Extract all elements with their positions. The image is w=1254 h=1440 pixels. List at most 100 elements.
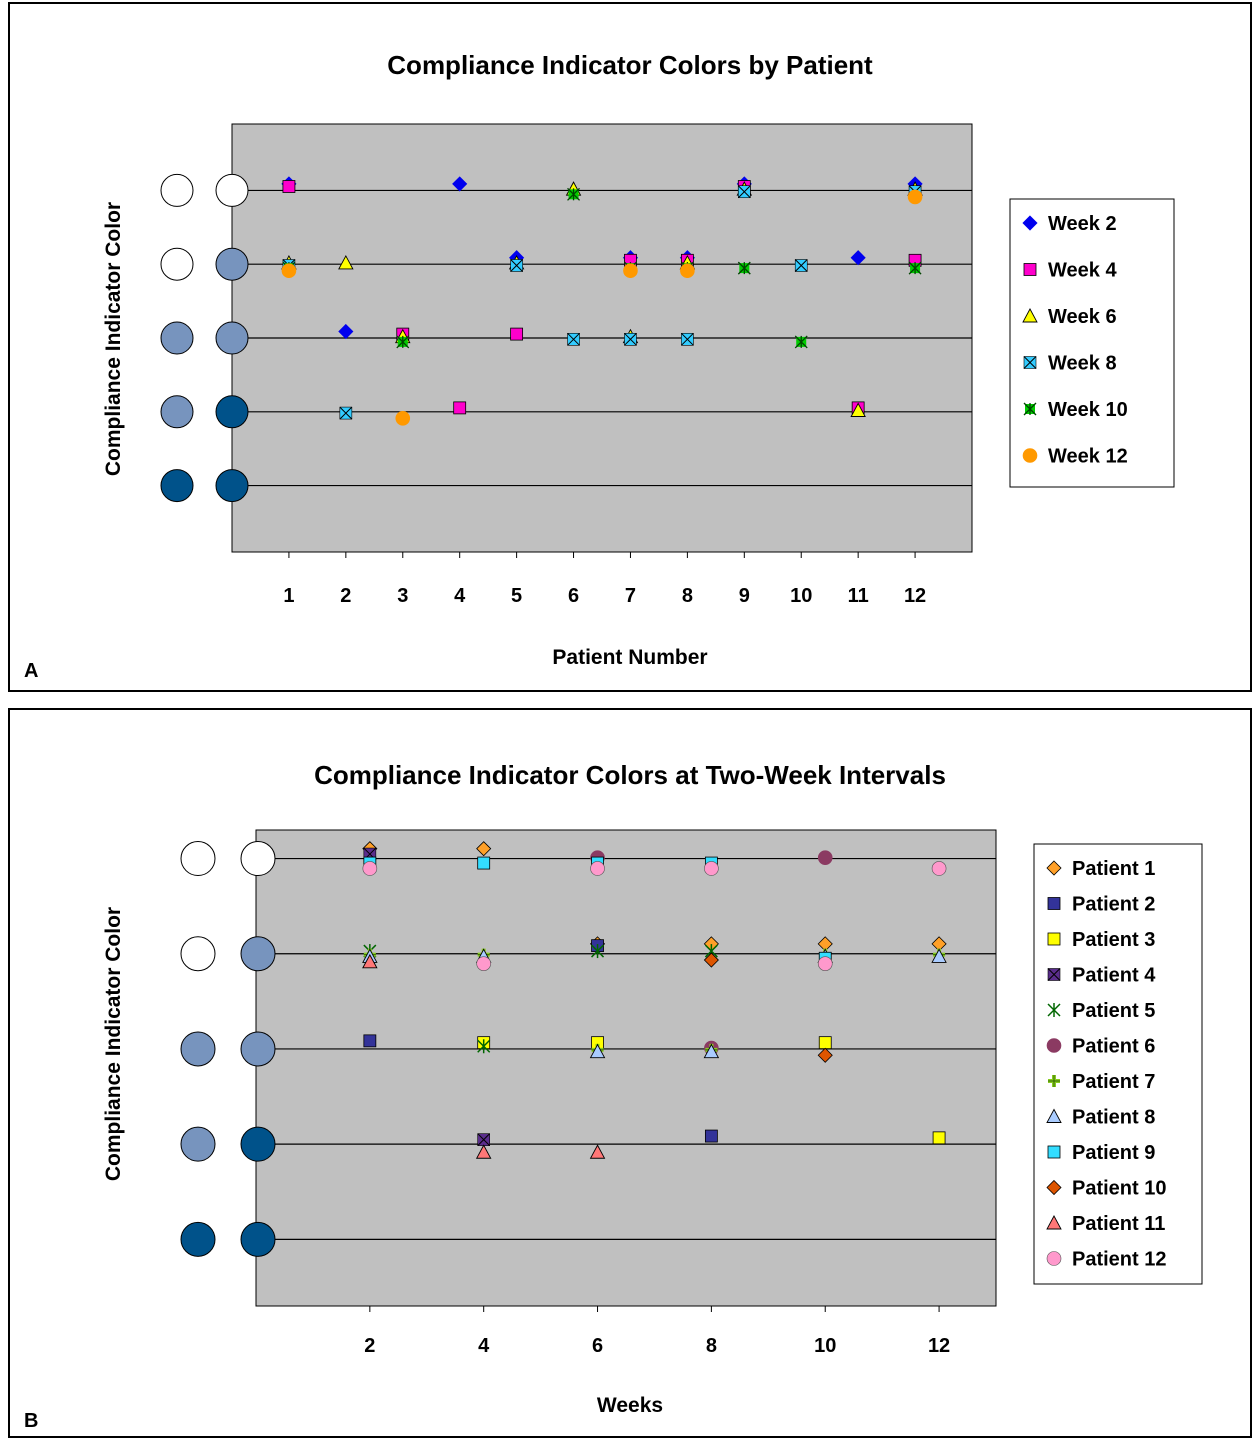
legend-box <box>1033 843 1203 1285</box>
legend-entry: Patient 6 <box>1072 1036 1155 1058</box>
data-point <box>477 856 491 870</box>
legend-marker <box>1047 1145 1061 1159</box>
plot-area <box>255 829 997 1307</box>
legend-entry: Patient 1 <box>1072 858 1155 880</box>
data-point <box>737 261 751 275</box>
chart-b-canvas: 2 4 6 8 10 12 Patient 1 Patient 2 Patient 3 Patie… <box>180 829 1203 1357</box>
data-point <box>476 841 492 857</box>
x-tick-label: 5 <box>511 585 522 607</box>
indicator-circle-white <box>240 841 276 877</box>
indicator-circle-dark <box>215 469 249 503</box>
legend-marker <box>1022 448 1038 463</box>
legend-marker <box>1023 263 1037 276</box>
legend-marker <box>1046 1179 1062 1196</box>
data-point <box>680 263 695 279</box>
indicator-circle-light <box>180 1126 216 1162</box>
x-tick-label: 12 <box>904 585 926 607</box>
legend-marker <box>1046 1038 1062 1053</box>
indicator-circle-white <box>180 936 216 972</box>
indicator-circle-light <box>160 395 194 429</box>
data-point <box>338 254 354 270</box>
data-point <box>591 944 605 959</box>
chart-a-xlabel: Patient Number <box>552 646 708 669</box>
data-point <box>510 327 524 341</box>
indicator-circle-white <box>215 173 249 207</box>
x-tick-label: 4 <box>454 585 466 607</box>
data-point <box>818 1036 832 1050</box>
legend-entry: Patient 3 <box>1072 929 1155 951</box>
indicator-circle-dark <box>180 1221 216 1257</box>
legend-entry: Week 2 <box>1048 213 1117 235</box>
indicator-circle-light <box>240 1031 276 1067</box>
legend-box <box>1009 198 1175 488</box>
legend-entry: Patient 9 <box>1072 1142 1155 1164</box>
data-point <box>395 410 411 426</box>
indicator-circle-white <box>160 173 194 207</box>
legend-marker <box>1047 932 1061 946</box>
data-point <box>590 861 605 876</box>
data-point <box>907 189 923 205</box>
data-point <box>681 332 694 346</box>
legend-entry: Week 4 <box>1048 260 1117 282</box>
data-point <box>704 1129 718 1143</box>
data-point <box>338 323 354 340</box>
data-point <box>703 1043 720 1059</box>
data-point <box>850 402 866 417</box>
data-point <box>510 259 523 272</box>
data-point <box>362 861 378 876</box>
data-point <box>623 263 638 279</box>
data-point <box>589 1144 606 1159</box>
legend-marker <box>1046 1108 1062 1123</box>
data-point <box>362 953 378 969</box>
data-point <box>396 335 410 349</box>
legend-marker <box>1046 1251 1062 1266</box>
x-tick-label: 10 <box>814 1335 836 1357</box>
legend-marker <box>1022 215 1038 231</box>
data-point <box>281 263 297 279</box>
indicator-circle-dark <box>240 1221 276 1257</box>
data-point <box>452 176 468 192</box>
chart-b-xlabel: Weeks <box>596 1394 664 1417</box>
chart-panel-b: Compliance Indicator Colors at Two-Week … <box>8 708 1252 1438</box>
data-point <box>817 1047 833 1063</box>
panel-label-a: A <box>24 660 39 682</box>
data-point <box>794 259 808 272</box>
legend-entry: Patient 8 <box>1072 1107 1155 1129</box>
legend-entry: Week 8 <box>1048 353 1117 375</box>
data-point <box>624 332 637 346</box>
x-tick-label: 9 <box>739 585 750 607</box>
legend-entry: Week 6 <box>1048 306 1117 328</box>
data-point <box>475 1144 492 1159</box>
data-point <box>703 952 719 968</box>
x-tick-label: 2 <box>364 1335 375 1357</box>
data-point <box>476 956 491 971</box>
x-tick-label: 1 <box>283 585 294 607</box>
legend-entry: Patient 5 <box>1072 1000 1155 1022</box>
legend-entry: Patient 11 <box>1072 1213 1165 1235</box>
legend-entry: Patient 12 <box>1072 1249 1166 1271</box>
x-tick-label: 7 <box>625 585 636 607</box>
data-point <box>282 180 296 193</box>
data-point <box>932 1131 946 1145</box>
indicator-circle-light <box>160 321 194 355</box>
data-point <box>737 185 751 199</box>
legend-entry: Patient 10 <box>1072 1178 1166 1200</box>
data-point <box>794 335 808 349</box>
data-point <box>908 261 922 275</box>
legend-marker <box>1048 1075 1060 1087</box>
legend-entry: Patient 4 <box>1072 965 1156 987</box>
x-tick-label: 2 <box>340 585 351 607</box>
data-point <box>850 250 866 266</box>
data-point <box>567 332 580 346</box>
legend-marker <box>1023 402 1037 416</box>
legend-marker <box>1047 897 1061 910</box>
chart-panel-a: Compliance Indicator Colors by Patient C… <box>8 2 1252 692</box>
data-point <box>453 401 467 415</box>
legend-entry: Week 10 <box>1048 399 1128 421</box>
data-point <box>817 850 833 865</box>
legend-entry: Patient 7 <box>1072 1071 1155 1093</box>
chart-b-title: Compliance Indicator Colors at Two-Week … <box>314 760 946 790</box>
indicator-circle-light <box>180 1031 216 1067</box>
data-point <box>817 956 833 971</box>
